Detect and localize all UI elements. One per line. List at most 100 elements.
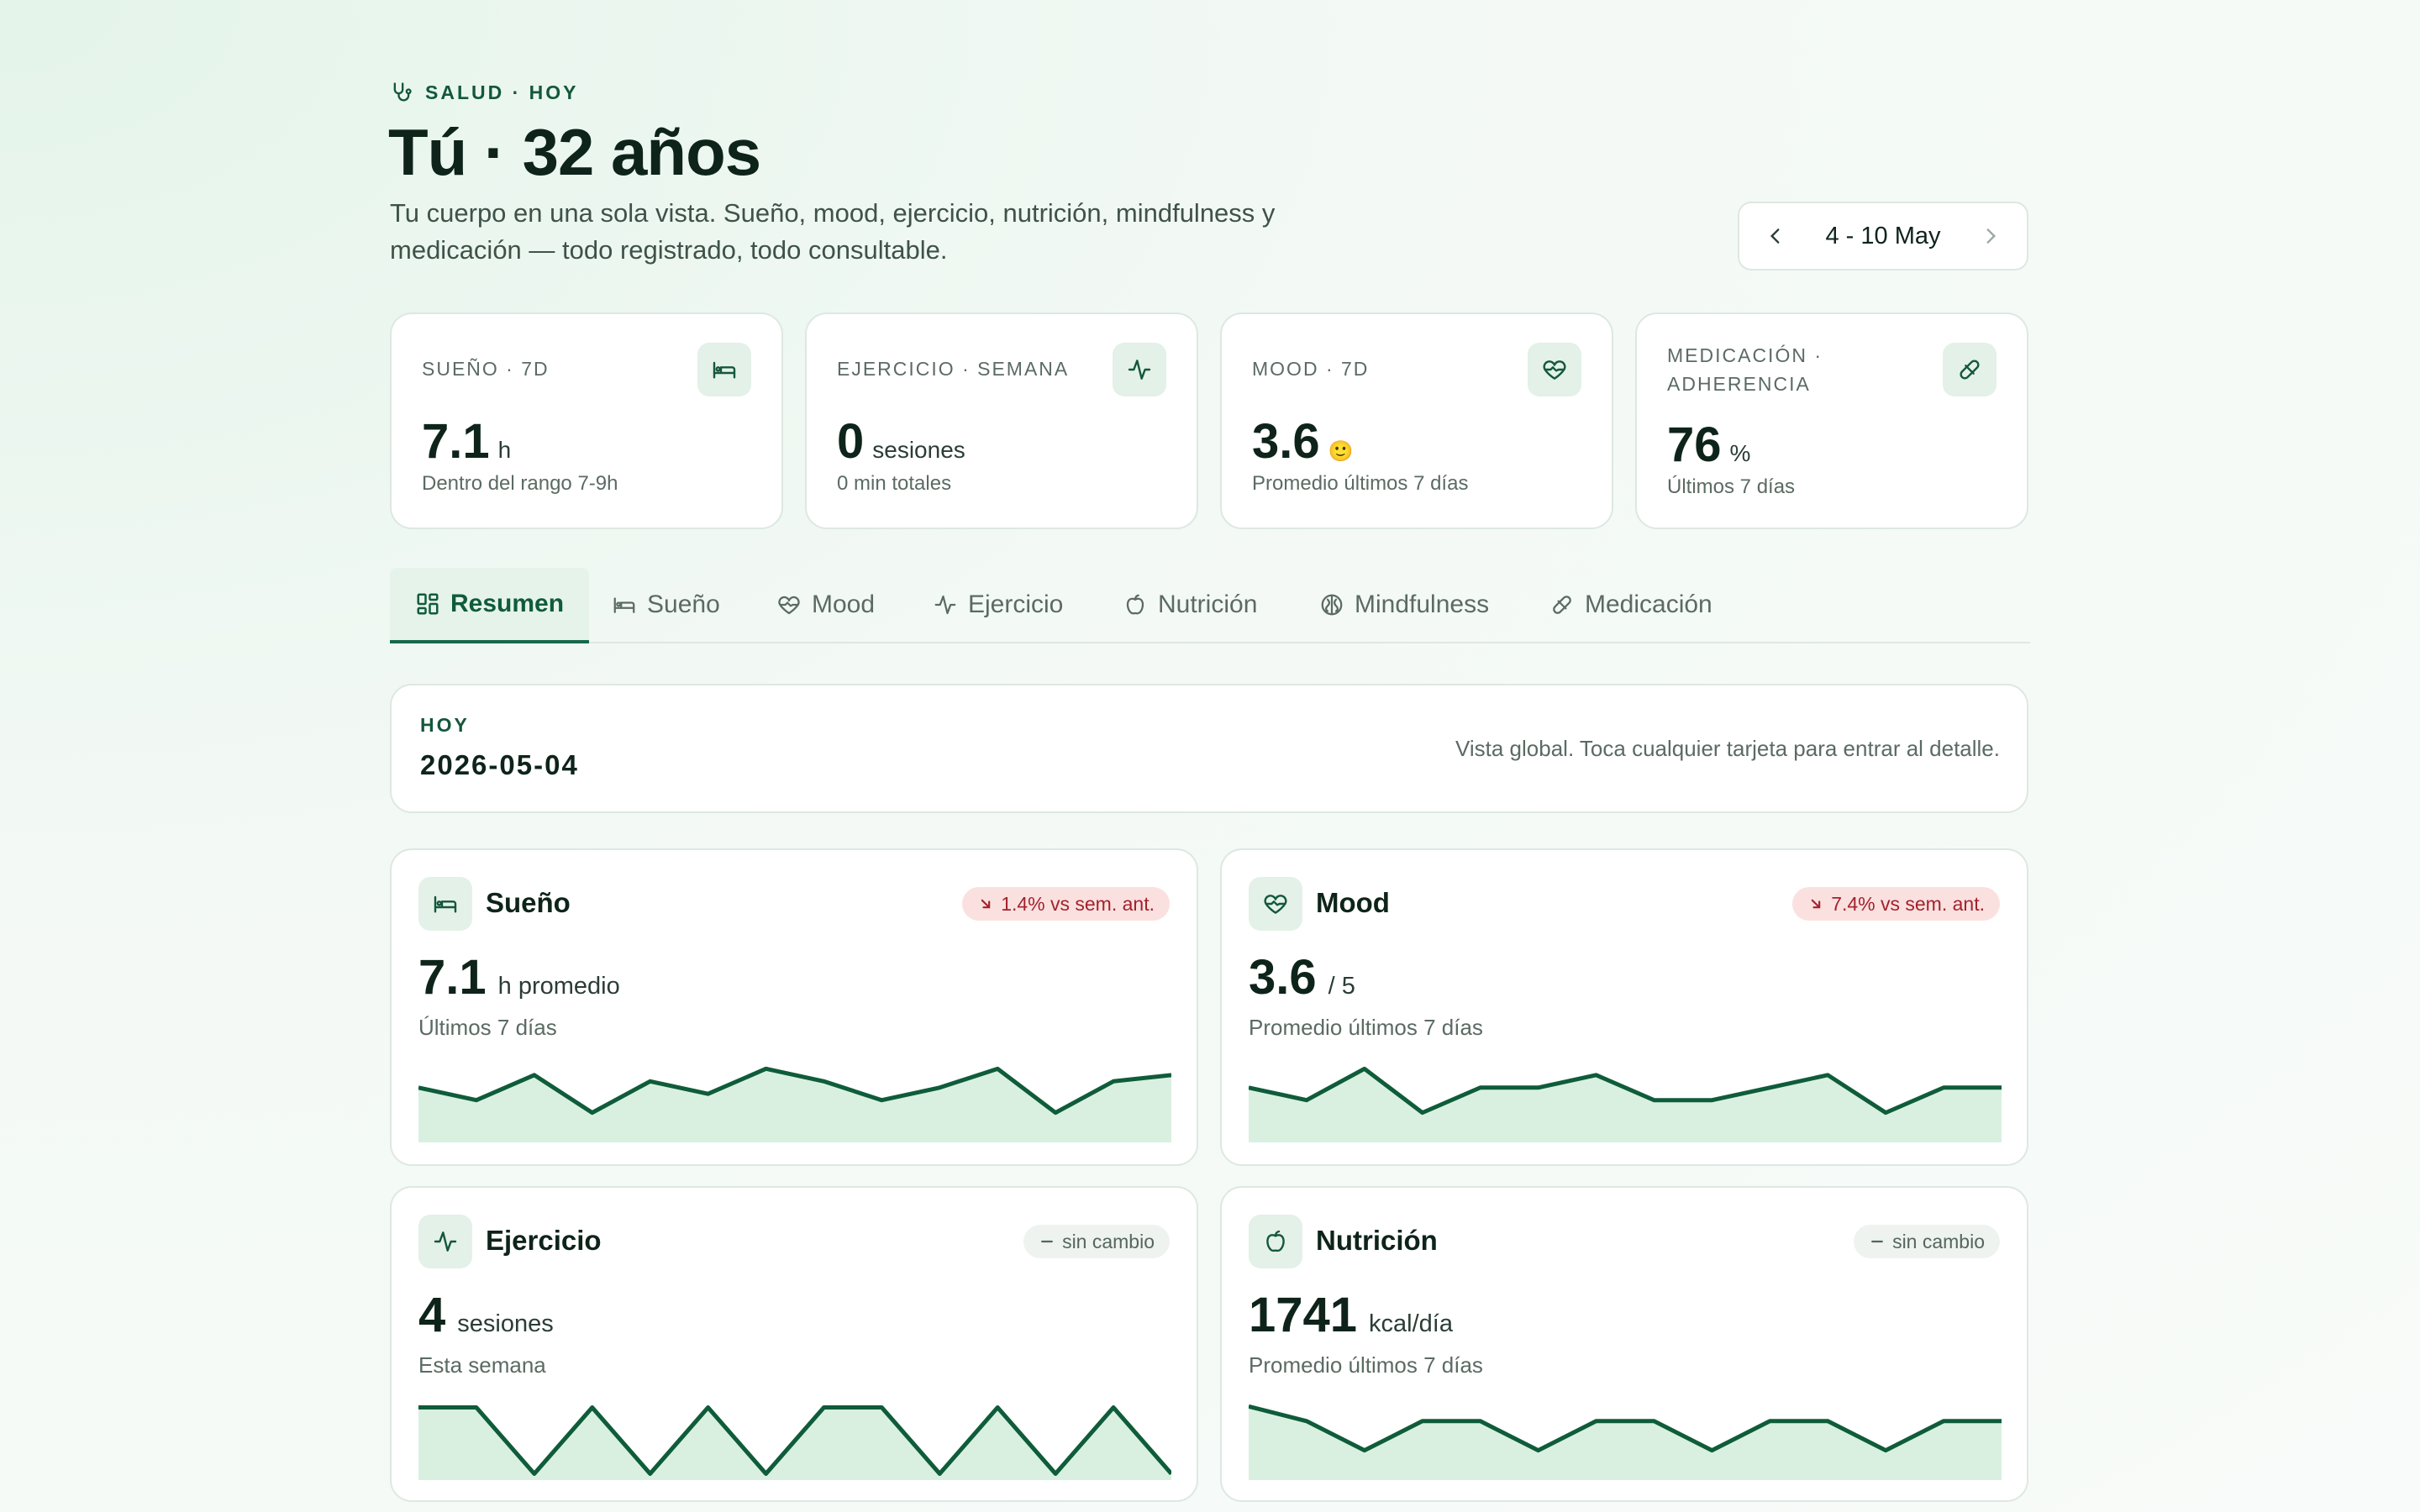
trend-badge: 7.4% vs sem. ant. [1792, 887, 2000, 921]
chevron-right-icon [1986, 228, 1996, 244]
metric-caption: Esta semana [418, 1352, 546, 1378]
metric-value: 7.1 [418, 950, 487, 1005]
metric-card-mood[interactable]: Mood 7.4% vs sem. ant. 3.6 / 5 Promedio ú… [1220, 848, 2028, 1166]
metric-caption: Últimos 7 días [418, 1015, 557, 1040]
next-week-button[interactable] [1978, 223, 2003, 249]
stat-value: 0 [837, 414, 865, 469]
tab-mood[interactable]: Mood [776, 568, 875, 642]
metric-title: Ejercicio [486, 1225, 602, 1256]
metric-value: 1741 [1249, 1288, 1358, 1342]
trend-badge: sin cambio [1023, 1225, 1170, 1258]
trend-label: sin cambio [1062, 1230, 1155, 1252]
tab-ejercicio[interactable]: Ejercicio [933, 568, 1063, 642]
sparkline-line [1249, 1066, 2002, 1116]
date-range-label: 4 - 10 May [1825, 222, 1941, 249]
sparkline-line [418, 1405, 1171, 1476]
stat-unit: sesiones [872, 437, 965, 463]
today-label: HOY [420, 714, 470, 736]
metric-card-exercise[interactable]: Ejercicio sin cambio 4 sesiones Esta sema… [390, 1186, 1198, 1502]
heart-icon [1249, 877, 1302, 931]
stat-value: 7.1 [422, 414, 490, 469]
sparkline-area [1249, 1406, 2002, 1480]
stat-card-sleep[interactable]: SUEÑO · 7D 7.1 h Dentro del rango 7-9h [390, 312, 783, 529]
metric-title: Mood [1316, 887, 1390, 918]
stat-label: EJERCICIO · SEMANA [837, 358, 1070, 380]
date-range-picker[interactable]: 4 - 10 May [1738, 202, 2028, 270]
tab-label: Nutrición [1158, 591, 1258, 618]
mood-sparkline [1249, 1066, 2002, 1142]
stat-label: SUEÑO · 7D [422, 358, 550, 380]
bed-icon [418, 877, 472, 931]
trend-badge: sin cambio [1854, 1225, 2000, 1258]
pill-icon [1943, 343, 1996, 396]
metric-card-nutrition[interactable]: Nutrición sin cambio 1741 kcal/día Promed… [1220, 1186, 2028, 1502]
exercise-sparkline [418, 1405, 1171, 1480]
activity-icon [1113, 343, 1166, 396]
trend-badge: 1.4% vs sem. ant. [962, 887, 1170, 921]
metric-caption: Promedio últimos 7 días [1249, 1352, 1483, 1378]
metric-unit: / 5 [1328, 973, 1355, 1000]
today-card: HOY 2026-05-04 Vista global. Toca cualqu… [390, 684, 2028, 813]
activity-icon [934, 595, 956, 615]
bed-icon [697, 343, 751, 396]
page-description: Tu cuerpo en una sola vista. Sueño, mood… [390, 198, 1276, 265]
metric-unit: kcal/día [1369, 1310, 1453, 1337]
tab-resumen[interactable]: Resumen [390, 568, 590, 643]
section-eyebrow: SALUD · HOY [390, 81, 579, 104]
grid-icon [417, 593, 439, 615]
eyebrow-label: SALUD · HOY [425, 81, 579, 103]
mood-emoji-icon: 🙂 [1328, 440, 1354, 463]
arrow-down-right-icon [1811, 899, 1821, 909]
sleep-sparkline [418, 1066, 1171, 1142]
heart-icon [778, 596, 800, 615]
today-hint: Vista global. Toca cualquier tarjeta par… [1455, 736, 2000, 761]
brain-icon [1321, 594, 1343, 616]
page-title: Tú · 32 años [388, 115, 761, 189]
stat-card-mood[interactable]: MOOD · 7D 3.6 🙂 Promedio últimos 7 días [1220, 312, 1613, 529]
minus-icon [1871, 1240, 1883, 1243]
nutrition-sparkline [1249, 1404, 2002, 1480]
stat-unit: h [497, 437, 512, 463]
stat-unit: % [1729, 440, 1751, 466]
metric-value: 3.6 [1249, 950, 1317, 1005]
tab-mindfulness[interactable]: Mindfulness [1319, 568, 1489, 642]
chevron-left-icon [1770, 228, 1780, 244]
stethoscope-icon [393, 82, 412, 102]
trend-label: sin cambio [1892, 1230, 1985, 1252]
stat-subtitle: Dentro del rango 7-9h [422, 472, 618, 495]
metric-card-sleep[interactable]: Sueño 1.4% vs sem. ant. 7.1 h promedio Úl… [390, 848, 1198, 1166]
today-date: 2026-05-04 [420, 749, 579, 780]
heart-icon [1528, 343, 1581, 396]
metric-unit: sesiones [457, 1310, 554, 1337]
stat-label: MOOD · 7D [1252, 358, 1370, 380]
tab-label: Ejercicio [968, 591, 1064, 618]
pill-icon [1553, 596, 1571, 614]
stat-value: 76 [1667, 417, 1722, 472]
trend-label: 1.4% vs sem. ant. [1001, 892, 1155, 915]
previous-week-button[interactable] [1763, 223, 1788, 249]
sparkline-line [1249, 1404, 2002, 1453]
section-tabs: Resumen Sueño Mood Ejercicio Nutrición M… [390, 568, 2030, 643]
stat-card-exercise[interactable]: EJERCICIO · SEMANA 0 sesiones 0 min total… [805, 312, 1198, 529]
apple-icon [1126, 594, 1144, 615]
stat-subtitle: Últimos 7 días [1667, 475, 1796, 498]
sparkline-area [418, 1068, 1171, 1142]
tab-sueno[interactable]: Sueño [612, 568, 720, 642]
activity-icon [418, 1215, 472, 1268]
sparkline-area [1249, 1068, 2002, 1142]
tab-label: Resumen [450, 590, 565, 617]
stat-subtitle: Promedio últimos 7 días [1252, 472, 1469, 495]
metric-unit: h promedio [497, 973, 620, 1000]
tab-label: Sueño [647, 591, 720, 618]
sparkline-line [418, 1066, 1171, 1116]
tab-medicacion[interactable]: Medicación [1549, 568, 1712, 642]
tab-nutricion[interactable]: Nutrición [1123, 568, 1257, 642]
minus-icon [1041, 1240, 1053, 1243]
stat-subtitle: 0 min totales [837, 472, 952, 495]
metric-title: Sueño [486, 887, 571, 918]
metric-title: Nutrición [1316, 1225, 1438, 1256]
tab-label: Medicación [1585, 591, 1712, 618]
stat-card-medication[interactable]: MEDICACIÓN · ADHERENCIA 76% Últimos 7 dí… [1635, 312, 2028, 529]
metric-value: 4 [418, 1288, 446, 1342]
trend-label: 7.4% vs sem. ant. [1831, 892, 1985, 915]
